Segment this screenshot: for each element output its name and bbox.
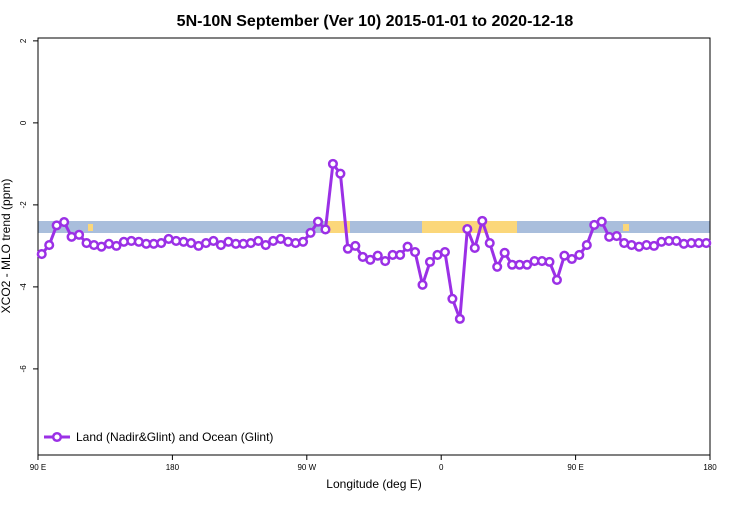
x-tick-label: 90 E [30,463,46,472]
land-patch [88,224,93,231]
data-point [44,240,55,251]
data-point [454,313,465,324]
y-axis-label: XCO2 - MLO trend (ppm) [0,179,13,314]
data-point [439,246,450,258]
x-tick-label: 180 [166,463,180,472]
y-tick-label: -6 [19,365,28,373]
data-point [566,253,577,265]
data-point [380,256,391,267]
data-point [469,242,480,253]
data-point [581,240,592,251]
data-point [260,240,271,251]
x-tick-label: 90 E [567,463,583,472]
data-point [372,250,383,261]
data-point [305,227,316,238]
data-point [36,249,47,260]
data-point [320,224,331,235]
y-tick-label: -2 [19,201,28,209]
data-point [365,254,376,265]
data-point [477,215,488,226]
data-point [208,235,219,247]
legend-label: Land (Nadir&Glint) and Ocean (Glint) [76,430,273,444]
data-point [499,247,510,258]
data-point [484,237,495,249]
data-point [350,240,361,251]
data-point [335,168,346,179]
data-point [410,246,421,258]
data-point [596,216,607,227]
data-point [447,293,458,304]
data-point [298,236,309,247]
data-point [522,259,533,270]
data-point [395,249,406,260]
data-point [611,230,622,242]
x-tick-label: 0 [439,463,444,472]
data-point [111,240,122,251]
data-point [492,261,503,272]
data-point [74,229,85,240]
data-point [59,217,70,228]
data-point [701,237,712,249]
data-point [253,235,264,247]
y-tick-label: -4 [19,283,28,291]
map-band [38,221,710,233]
x-axis-label: Longitude (deg E) [326,477,421,491]
y-tick-label: 2 [19,38,28,43]
data-point [544,256,555,267]
data-point [551,274,562,285]
data-point [417,279,428,290]
data-point [156,237,167,249]
data-point [402,241,413,252]
legend-marker [51,431,63,443]
data-point [648,240,660,251]
data-point [462,224,473,235]
data-point [424,256,436,267]
x-tick-label: 180 [703,463,717,472]
land-patch [623,224,629,231]
data-point [327,158,338,169]
x-tick-label: 90 W [297,463,316,472]
land-patch [325,221,350,233]
data-point [312,216,324,227]
plot-frame [37,37,711,456]
data-point [574,249,585,260]
y-tick-label: 0 [19,120,28,125]
chart-title: 5N-10N September (Ver 10) 2015-01-01 to … [177,13,574,30]
